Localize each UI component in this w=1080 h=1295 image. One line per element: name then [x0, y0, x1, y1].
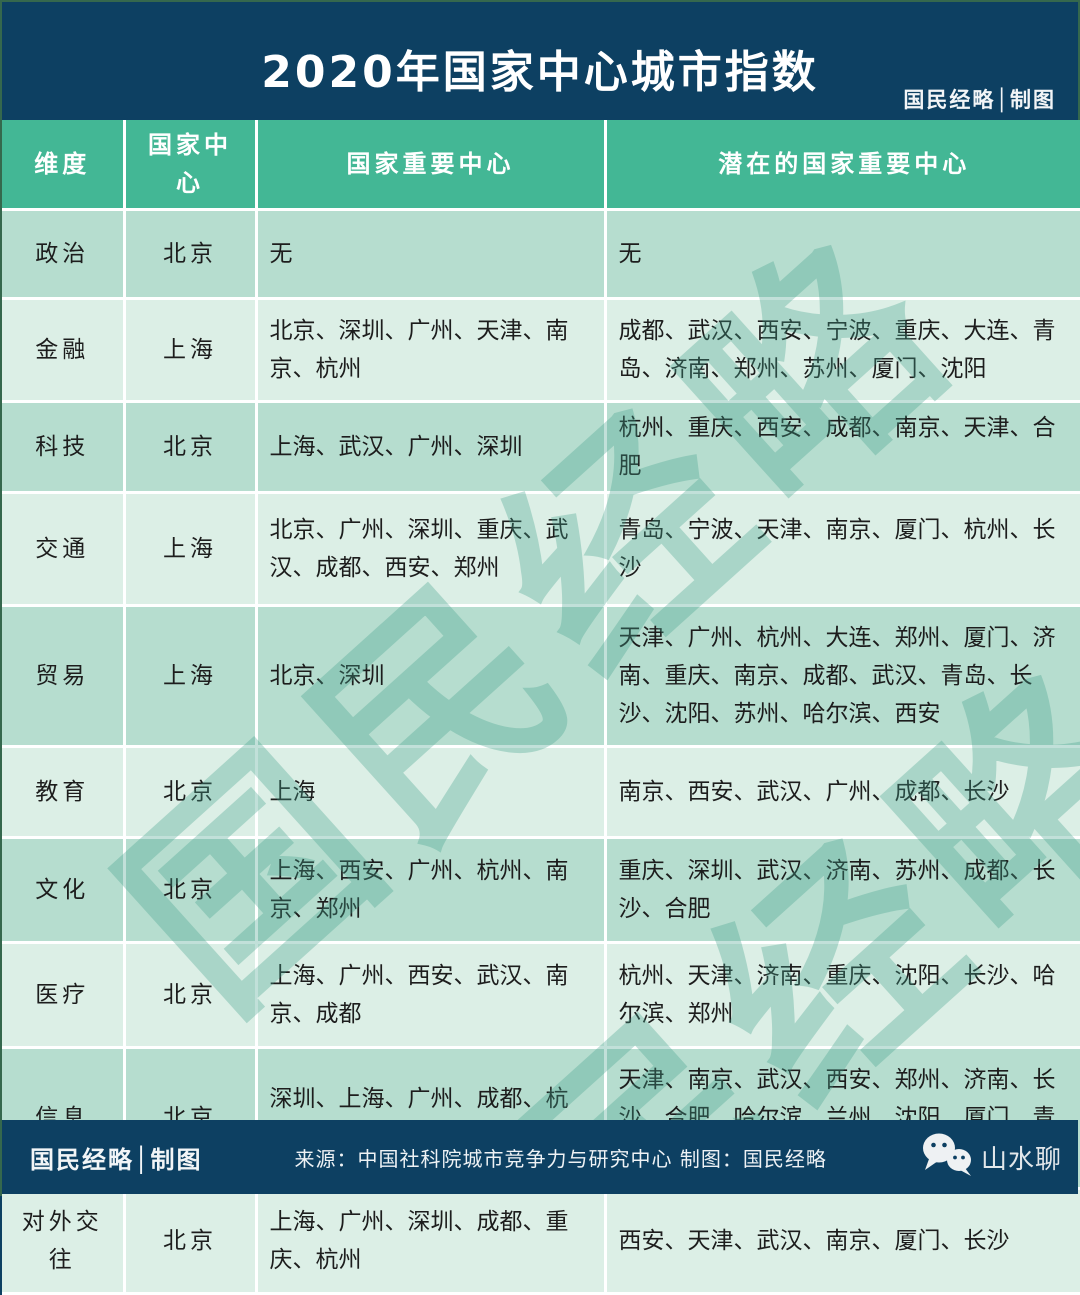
- potential-centers-cell: 天津、广州、杭州、大连、郑州、厦门、济南、重庆、南京、成都、武汉、青岛、长沙、沈…: [603, 604, 1080, 748]
- table-row: 教育 北京 上海 南京、西安、武汉、广州、成都、长沙: [2, 745, 1080, 839]
- potential-centers-cell: 西安、天津、武汉、南京、厦门、长沙: [603, 1187, 1080, 1295]
- important-centers-cell: 上海: [254, 745, 607, 839]
- important-centers-cell: 北京、深圳、广州、天津、南京、杭州: [254, 297, 607, 403]
- table-row: 文化 北京 上海、西安、广州、杭州、南京、郑州 重庆、深圳、武汉、济南、苏州、成都、长…: [2, 836, 1080, 944]
- table-row: 政治 北京无无: [2, 208, 1080, 300]
- footer-brand: 国民经略│制图: [30, 1144, 203, 1174]
- national-center-cell: 北京: [122, 208, 258, 300]
- potential-centers-cell: 无: [603, 208, 1080, 300]
- important-centers-cell: 无: [254, 208, 607, 300]
- important-centers-cell: 北京、广州、深圳、重庆、武汉、成都、西安、郑州: [254, 491, 607, 607]
- potential-centers-cell: 南京、西安、武汉、广州、成都、长沙: [603, 745, 1080, 839]
- national-center-cell: 上海: [122, 491, 258, 607]
- potential-centers-cell: 青岛、宁波、天津、南京、厦门、杭州、长沙: [603, 491, 1080, 607]
- dimension-cell: 文化: [2, 836, 126, 944]
- col-header-important-center: 国家重要中心: [254, 120, 607, 211]
- city-index-table: 维度 国家中心 国家重要中心 潜在的国家重要中心 政治 北京无无金融 上海 北京、深圳…: [2, 120, 1080, 1295]
- dimension-cell: 医疗: [2, 941, 126, 1049]
- footer-bar: 国民经略│制图 来源：中国社科院城市竞争力与研究中心 制图：国民经略 山水聊: [2, 1120, 1078, 1194]
- national-center-cell: 北京: [122, 836, 258, 944]
- national-center-cell: 北京: [122, 1187, 258, 1295]
- table-row: 金融 上海 北京、深圳、广州、天津、南京、杭州 成都、武汉、西安、宁波、重庆、大连、青…: [2, 297, 1080, 403]
- dimension-cell: 交通: [2, 491, 126, 607]
- national-center-cell: 北京: [122, 400, 258, 494]
- dimension-cell: 对外交往: [2, 1187, 126, 1295]
- table-row: 交通 上海 北京、广州、深圳、重庆、武汉、成都、西安、郑州 青岛、宁波、天津、南京、厦…: [2, 491, 1080, 607]
- potential-centers-cell: 成都、武汉、西安、宁波、重庆、大连、青岛、济南、郑州、苏州、厦门、沈阳: [603, 297, 1080, 403]
- important-centers-cell: 上海、武汉、广州、深圳: [254, 400, 607, 494]
- national-center-cell: 上海: [122, 604, 258, 748]
- dimension-cell: 科技: [2, 400, 126, 494]
- national-center-cell: 北京: [122, 745, 258, 839]
- wechat-badge: 山水聊: [919, 1132, 1062, 1182]
- footer-source: 来源：中国社科院城市竞争力与研究中心 制图：国民经略: [294, 1146, 827, 1171]
- page-title: 2020年国家中心城市指数: [261, 47, 819, 98]
- col-header-potential-center: 潜在的国家重要中心: [603, 120, 1080, 211]
- potential-centers-cell: 重庆、深圳、武汉、济南、苏州、成都、长沙、合肥: [603, 836, 1080, 944]
- national-center-cell: 上海: [122, 297, 258, 403]
- table-row: 科技 北京 上海、武汉、广州、深圳 杭州、重庆、西安、成都、南京、天津、合肥: [2, 400, 1080, 494]
- dimension-cell: 金融: [2, 297, 126, 403]
- dimension-cell: 教育: [2, 745, 126, 839]
- important-centers-cell: 上海、广州、西安、武汉、南京、成都: [254, 941, 607, 1049]
- dimension-cell: 贸易: [2, 604, 126, 748]
- top-banner: 2020年国家中心城市指数 国民经略│制图: [2, 2, 1078, 120]
- banner-brand: 国民经略│制图: [903, 87, 1056, 112]
- potential-centers-cell: 杭州、天津、济南、重庆、沈阳、长沙、哈尔滨、郑州: [603, 941, 1080, 1049]
- table-row: 医疗 北京 上海、广州、西安、武汉、南京、成都 杭州、天津、济南、重庆、沈阳、长沙、哈…: [2, 941, 1080, 1049]
- dimension-cell: 政治: [2, 208, 126, 300]
- important-centers-cell: 北京、深圳: [254, 604, 607, 748]
- table-row: 贸易 上海 北京、深圳 天津、广州、杭州、大连、郑州、厦门、济南、重庆、南京、成都、武…: [2, 604, 1080, 748]
- wechat-name: 山水聊: [980, 1144, 1062, 1175]
- wechat-icon: [919, 1132, 975, 1182]
- col-header-national-center: 国家中心: [122, 120, 258, 211]
- col-header-dimension: 维度: [2, 120, 126, 211]
- national-center-cell: 北京: [122, 941, 258, 1049]
- potential-centers-cell: 杭州、重庆、西安、成都、南京、天津、合肥: [603, 400, 1080, 494]
- table-header-row: 维度 国家中心 国家重要中心 潜在的国家重要中心: [2, 120, 1080, 211]
- important-centers-cell: 上海、广州、深圳、成都、重庆、杭州: [254, 1187, 607, 1295]
- important-centers-cell: 上海、西安、广州、杭州、南京、郑州: [254, 836, 607, 944]
- table-row: 对外交往 北京 上海、广州、深圳、成都、重庆、杭州 西安、天津、武汉、南京、厦门、长沙: [2, 1187, 1080, 1295]
